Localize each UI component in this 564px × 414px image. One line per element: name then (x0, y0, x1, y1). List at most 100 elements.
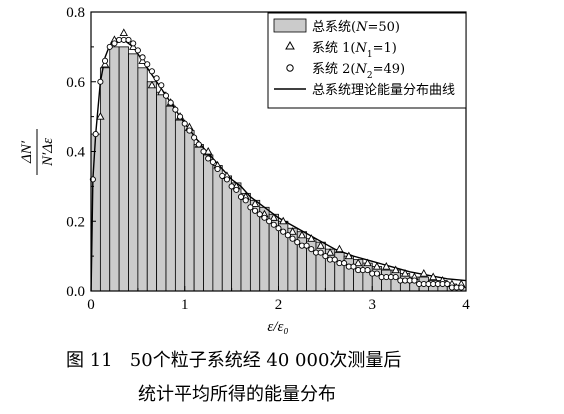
system2-point (205, 155, 212, 162)
histogram-bar (221, 175, 233, 292)
histogram-bar (118, 46, 129, 292)
system1-point (344, 251, 353, 260)
histogram-bar (109, 46, 120, 292)
system1-point (279, 216, 288, 225)
legend-circle-icon (286, 64, 294, 72)
histogram-bar (146, 81, 158, 292)
system2-point (270, 221, 277, 228)
system1-point (335, 244, 344, 253)
y-ticks: 0.0 0.2 0.4 0.6 0.8 (66, 5, 96, 300)
system2-point (162, 92, 170, 99)
histogram-bar (128, 53, 139, 292)
system2-point (148, 68, 155, 75)
y-tick-label: 0.6 (66, 75, 85, 91)
x-tick-label: 3 (369, 297, 377, 313)
system2-point (191, 134, 198, 141)
system1-point (307, 234, 316, 242)
legend: 总系统(N=50) 系统 1(N1=1) 系统 2(N2=49) 总系统理论能量… (267, 12, 467, 109)
system2-point (252, 207, 259, 214)
system1-point (288, 227, 297, 235)
system1-point (147, 80, 157, 89)
system2-point (261, 214, 268, 221)
system2-point (256, 211, 263, 218)
histogram-bar (203, 154, 214, 292)
system1-point (382, 262, 391, 270)
system2-point (280, 228, 287, 235)
system2-point (177, 113, 184, 120)
x-tick-label: 2 (275, 297, 283, 313)
y-axis-label: ΔN′ N′Δε (19, 129, 56, 175)
y-tick-label: 0.0 (66, 284, 85, 300)
histogram-bar (156, 91, 167, 292)
system1-point (400, 269, 410, 277)
system2-point (266, 218, 273, 225)
system2-point (200, 148, 207, 155)
histogram-bar (184, 130, 195, 292)
x-tick-label: 1 (181, 297, 189, 313)
system1-point (119, 28, 128, 36)
system2-point (167, 99, 174, 106)
histogram-bar (165, 105, 176, 292)
system1-point (363, 258, 372, 267)
system2-point (458, 284, 465, 291)
system1-point (157, 87, 166, 96)
system2-point (237, 193, 245, 200)
system2-point (181, 120, 188, 127)
system1-point (269, 213, 278, 221)
system2-point (214, 165, 221, 172)
x-axis-label: ε/ε₀ (267, 319, 288, 335)
system2-point (102, 57, 109, 64)
system2-point (373, 270, 380, 277)
system1-point (354, 258, 363, 267)
histogram-bar (99, 67, 111, 292)
system2-point (92, 131, 99, 138)
histogram-bar (174, 119, 186, 292)
system2-point (444, 280, 451, 288)
system2-point (331, 256, 338, 263)
y-tick-label: 0.2 (66, 214, 85, 230)
histogram-bar (381, 269, 392, 292)
legend-system1-label: 系统 1(N1=1) (312, 41, 397, 60)
histogram-bar (193, 144, 204, 292)
x-ticks: 0 1 2 3 4 (87, 286, 470, 313)
system2-markers (89, 36, 465, 291)
system1-point (372, 262, 382, 270)
legend-triangle-icon (285, 40, 295, 50)
system2-point (303, 242, 310, 249)
system1-point (96, 112, 105, 120)
system2-point (134, 47, 141, 54)
system2-point (294, 239, 301, 246)
system1-point (419, 269, 428, 277)
system2-point (341, 260, 348, 267)
system2-point (153, 75, 160, 82)
system2-point (125, 36, 132, 43)
system2-point (364, 267, 371, 274)
system1-point (297, 230, 307, 239)
system2-point (130, 40, 137, 47)
system2-point (247, 204, 254, 211)
system2-point (172, 106, 179, 113)
y-tick-label: 0.8 (66, 5, 85, 21)
system2-point (223, 176, 230, 183)
system2-point (219, 172, 226, 179)
system2-point (228, 183, 235, 190)
system2-point (350, 263, 357, 270)
system1-point (325, 248, 335, 256)
x-tick-label: 4 (462, 297, 470, 313)
legend-system2-label: 系统 2(N2=49) (312, 62, 405, 81)
system2-point (242, 197, 249, 204)
x-tick-label: 0 (87, 297, 95, 313)
system2-point (322, 253, 329, 260)
figure-caption-line1: 图 11 50个粒子系统经 40 000次测量后 (66, 350, 402, 371)
system2-point (411, 277, 418, 284)
histogram-bar (137, 67, 148, 292)
system2-point (392, 273, 399, 281)
system2-point (289, 235, 296, 242)
system1-point (429, 272, 438, 281)
legend-histogram-swatch (273, 18, 307, 33)
system2-point (106, 43, 113, 50)
system1-point (391, 265, 400, 274)
y-tick-label: 0.4 (66, 145, 85, 161)
system2-point (275, 225, 282, 232)
y-label-denominator: N′Δε (40, 138, 56, 167)
